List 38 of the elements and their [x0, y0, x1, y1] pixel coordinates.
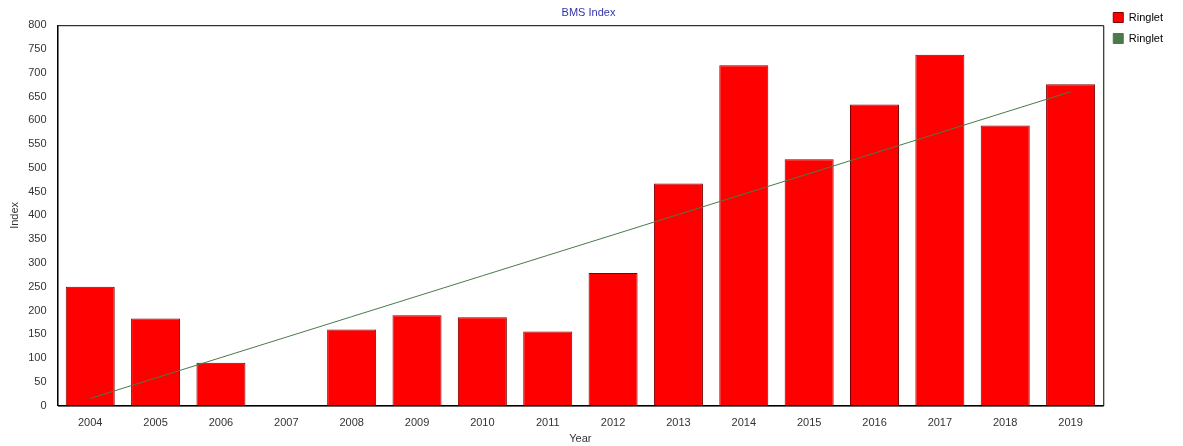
x-tick-label: 2019: [1058, 416, 1083, 429]
y-tick-label: 300: [28, 255, 47, 268]
x-axis-title: Year: [569, 432, 592, 445]
x-tick-label: 2016: [862, 416, 887, 429]
x-tick-label: 2007: [274, 416, 299, 429]
y-tick-label: 700: [28, 65, 47, 78]
y-tick-label: 50: [34, 374, 47, 387]
y-tick-label: 200: [28, 303, 47, 316]
x-tick-label: 2013: [666, 416, 691, 429]
legend-label: Ringlet: [1128, 31, 1164, 44]
y-tick-label: 800: [28, 18, 47, 31]
y-tick-label: 150: [28, 327, 47, 340]
x-tick-label: 2008: [339, 416, 364, 429]
y-tick-label: 250: [28, 279, 47, 292]
y-tick-label: 600: [28, 113, 47, 126]
y-axis-title: Index: [7, 201, 20, 229]
y-tick-label: 350: [28, 232, 47, 245]
x-tick-label: 2018: [992, 416, 1018, 429]
y-tick-label: 750: [28, 42, 47, 55]
y-tick-label: 400: [28, 208, 47, 221]
x-tick-label: 2015: [796, 416, 822, 429]
y-tick-label: 550: [28, 137, 47, 150]
chart-title: BMS Index: [561, 5, 616, 18]
legend-label: Ringlet: [1128, 10, 1164, 23]
x-tick-label: 2012: [600, 416, 626, 429]
x-tick-label: 2005: [143, 416, 168, 429]
y-tick-label: 650: [28, 89, 47, 102]
y-tick-label: 100: [28, 351, 47, 364]
x-tick-label: 2004: [77, 416, 103, 429]
x-tick-label: 2011: [535, 416, 560, 429]
y-tick-label: 500: [28, 160, 47, 173]
x-tick-label: 2014: [731, 416, 757, 429]
x-tick-label: 2017: [927, 416, 953, 429]
x-tick-label: 2010: [470, 416, 495, 429]
x-tick-label: 2009: [404, 416, 430, 429]
y-tick-label: 450: [28, 184, 47, 197]
x-tick-label: 2006: [208, 416, 234, 429]
y-tick-label: 0: [40, 398, 47, 411]
